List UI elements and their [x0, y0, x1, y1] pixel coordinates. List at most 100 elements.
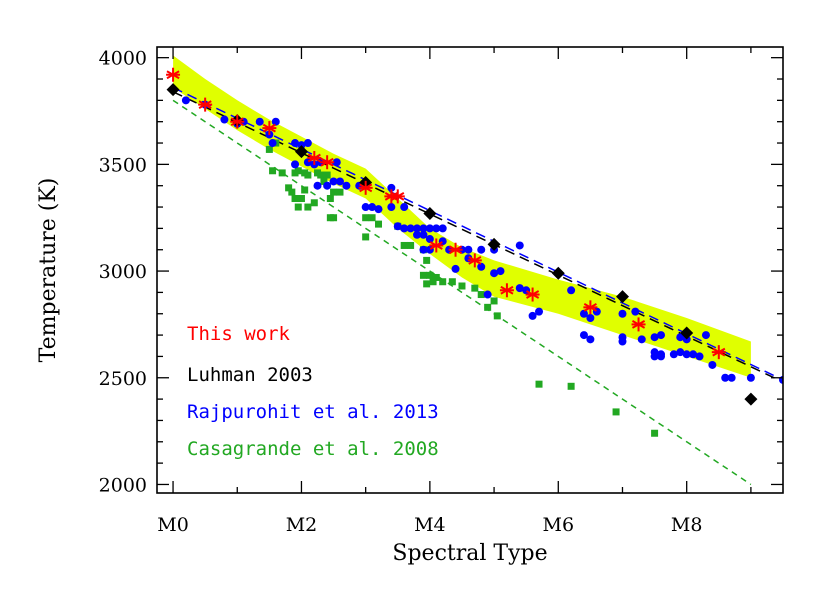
point-rajpurohit	[586, 335, 595, 344]
point-casagrande	[294, 167, 302, 175]
point-this-work	[525, 287, 540, 302]
point-casagrande	[471, 284, 479, 292]
x-tick-label: M0	[157, 514, 189, 536]
point-rajpurohit	[374, 205, 383, 214]
point-luhman	[551, 266, 565, 280]
point-this-work	[583, 300, 598, 315]
legend-entry-this-work: This work	[187, 323, 291, 345]
point-rajpurohit	[708, 360, 717, 369]
point-rajpurohit	[746, 373, 755, 382]
point-luhman	[615, 290, 629, 304]
point-casagrande	[330, 188, 338, 196]
point-casagrande	[612, 408, 620, 416]
point-casagrande	[297, 195, 305, 203]
point-rajpurohit	[477, 245, 486, 254]
point-rajpurohit	[477, 262, 486, 271]
point-this-work	[320, 155, 335, 170]
x-tick-label: M6	[543, 514, 575, 536]
point-rajpurohit	[425, 235, 434, 244]
point-rajpurohit	[313, 181, 322, 190]
point-casagrande	[439, 278, 447, 286]
point-rajpurohit	[271, 117, 280, 126]
point-rajpurohit	[451, 264, 460, 273]
point-rajpurohit	[586, 314, 595, 323]
point-luhman	[487, 237, 501, 251]
point-rajpurohit	[255, 117, 264, 126]
point-casagrande	[368, 214, 376, 222]
point-luhman	[423, 206, 437, 220]
point-rajpurohit	[438, 224, 447, 233]
point-rajpurohit	[425, 224, 434, 233]
point-rajpurohit	[342, 181, 351, 190]
point-rajpurohit	[413, 230, 422, 239]
point-casagrande	[458, 282, 466, 290]
point-casagrande	[423, 256, 431, 264]
point-rajpurohit	[303, 139, 312, 148]
point-casagrande	[423, 280, 431, 288]
point-rajpurohit	[535, 307, 544, 316]
point-rajpurohit	[483, 290, 492, 299]
point-casagrande	[326, 195, 334, 203]
point-casagrande	[288, 188, 296, 196]
point-rajpurohit	[689, 350, 698, 359]
point-casagrande	[323, 171, 331, 179]
point-rajpurohit	[515, 241, 524, 250]
point-casagrande	[493, 312, 501, 320]
point-rajpurohit	[567, 286, 576, 295]
point-rajpurohit	[490, 269, 499, 278]
point-rajpurohit	[727, 373, 736, 382]
y-tick-label: 2500	[99, 368, 147, 390]
point-casagrande	[426, 271, 434, 279]
point-this-work	[198, 97, 213, 112]
point-rajpurohit	[464, 245, 473, 254]
point-this-work	[358, 180, 373, 195]
point-rajpurohit	[721, 373, 730, 382]
point-rajpurohit	[400, 224, 409, 233]
point-rajpurohit	[291, 160, 300, 169]
point-this-work	[448, 242, 463, 257]
point-this-work	[499, 283, 514, 298]
point-this-work	[262, 121, 277, 136]
y-axis-title: Temperature (K)	[36, 178, 61, 363]
point-casagrande	[336, 188, 344, 196]
point-casagrande	[265, 145, 273, 153]
point-rajpurohit	[657, 331, 666, 340]
point-rajpurohit	[695, 352, 704, 361]
y-tick-label: 3000	[99, 261, 147, 283]
point-rajpurohit	[323, 181, 332, 190]
data-points-layer	[166, 67, 783, 437]
point-rajpurohit	[650, 333, 659, 342]
fit-line-3	[172, 99, 752, 486]
x-tick-label: M2	[286, 514, 318, 536]
point-rajpurohit	[181, 96, 190, 105]
point-rajpurohit	[650, 352, 659, 361]
point-rajpurohit	[528, 311, 537, 320]
point-this-work	[166, 67, 181, 82]
point-rajpurohit	[618, 337, 627, 346]
point-rajpurohit	[387, 183, 396, 192]
point-rajpurohit	[220, 115, 229, 124]
point-luhman	[294, 145, 308, 159]
point-rajpurohit	[676, 333, 685, 342]
uncertainty-band-layer	[173, 55, 751, 378]
point-rajpurohit	[579, 309, 588, 318]
point-rajpurohit	[657, 352, 666, 361]
point-casagrande	[291, 195, 299, 203]
legend-entry-rajpurohit: Rajpurohit et al. 2013	[187, 401, 439, 423]
point-rajpurohit	[329, 177, 338, 186]
point-casagrande	[330, 214, 338, 222]
point-this-work	[230, 114, 245, 129]
point-this-work	[390, 189, 405, 204]
point-rajpurohit	[419, 245, 428, 254]
point-casagrande	[310, 199, 318, 207]
point-casagrande	[294, 203, 302, 211]
point-casagrande	[429, 278, 437, 286]
point-casagrande	[651, 429, 659, 437]
point-casagrande	[304, 203, 312, 211]
legend-entry-casagrande: Casagrande et al. 2008	[187, 438, 439, 460]
point-rajpurohit	[432, 224, 441, 233]
point-luhman	[680, 326, 694, 340]
point-casagrande	[320, 177, 328, 185]
point-rajpurohit	[387, 203, 396, 212]
